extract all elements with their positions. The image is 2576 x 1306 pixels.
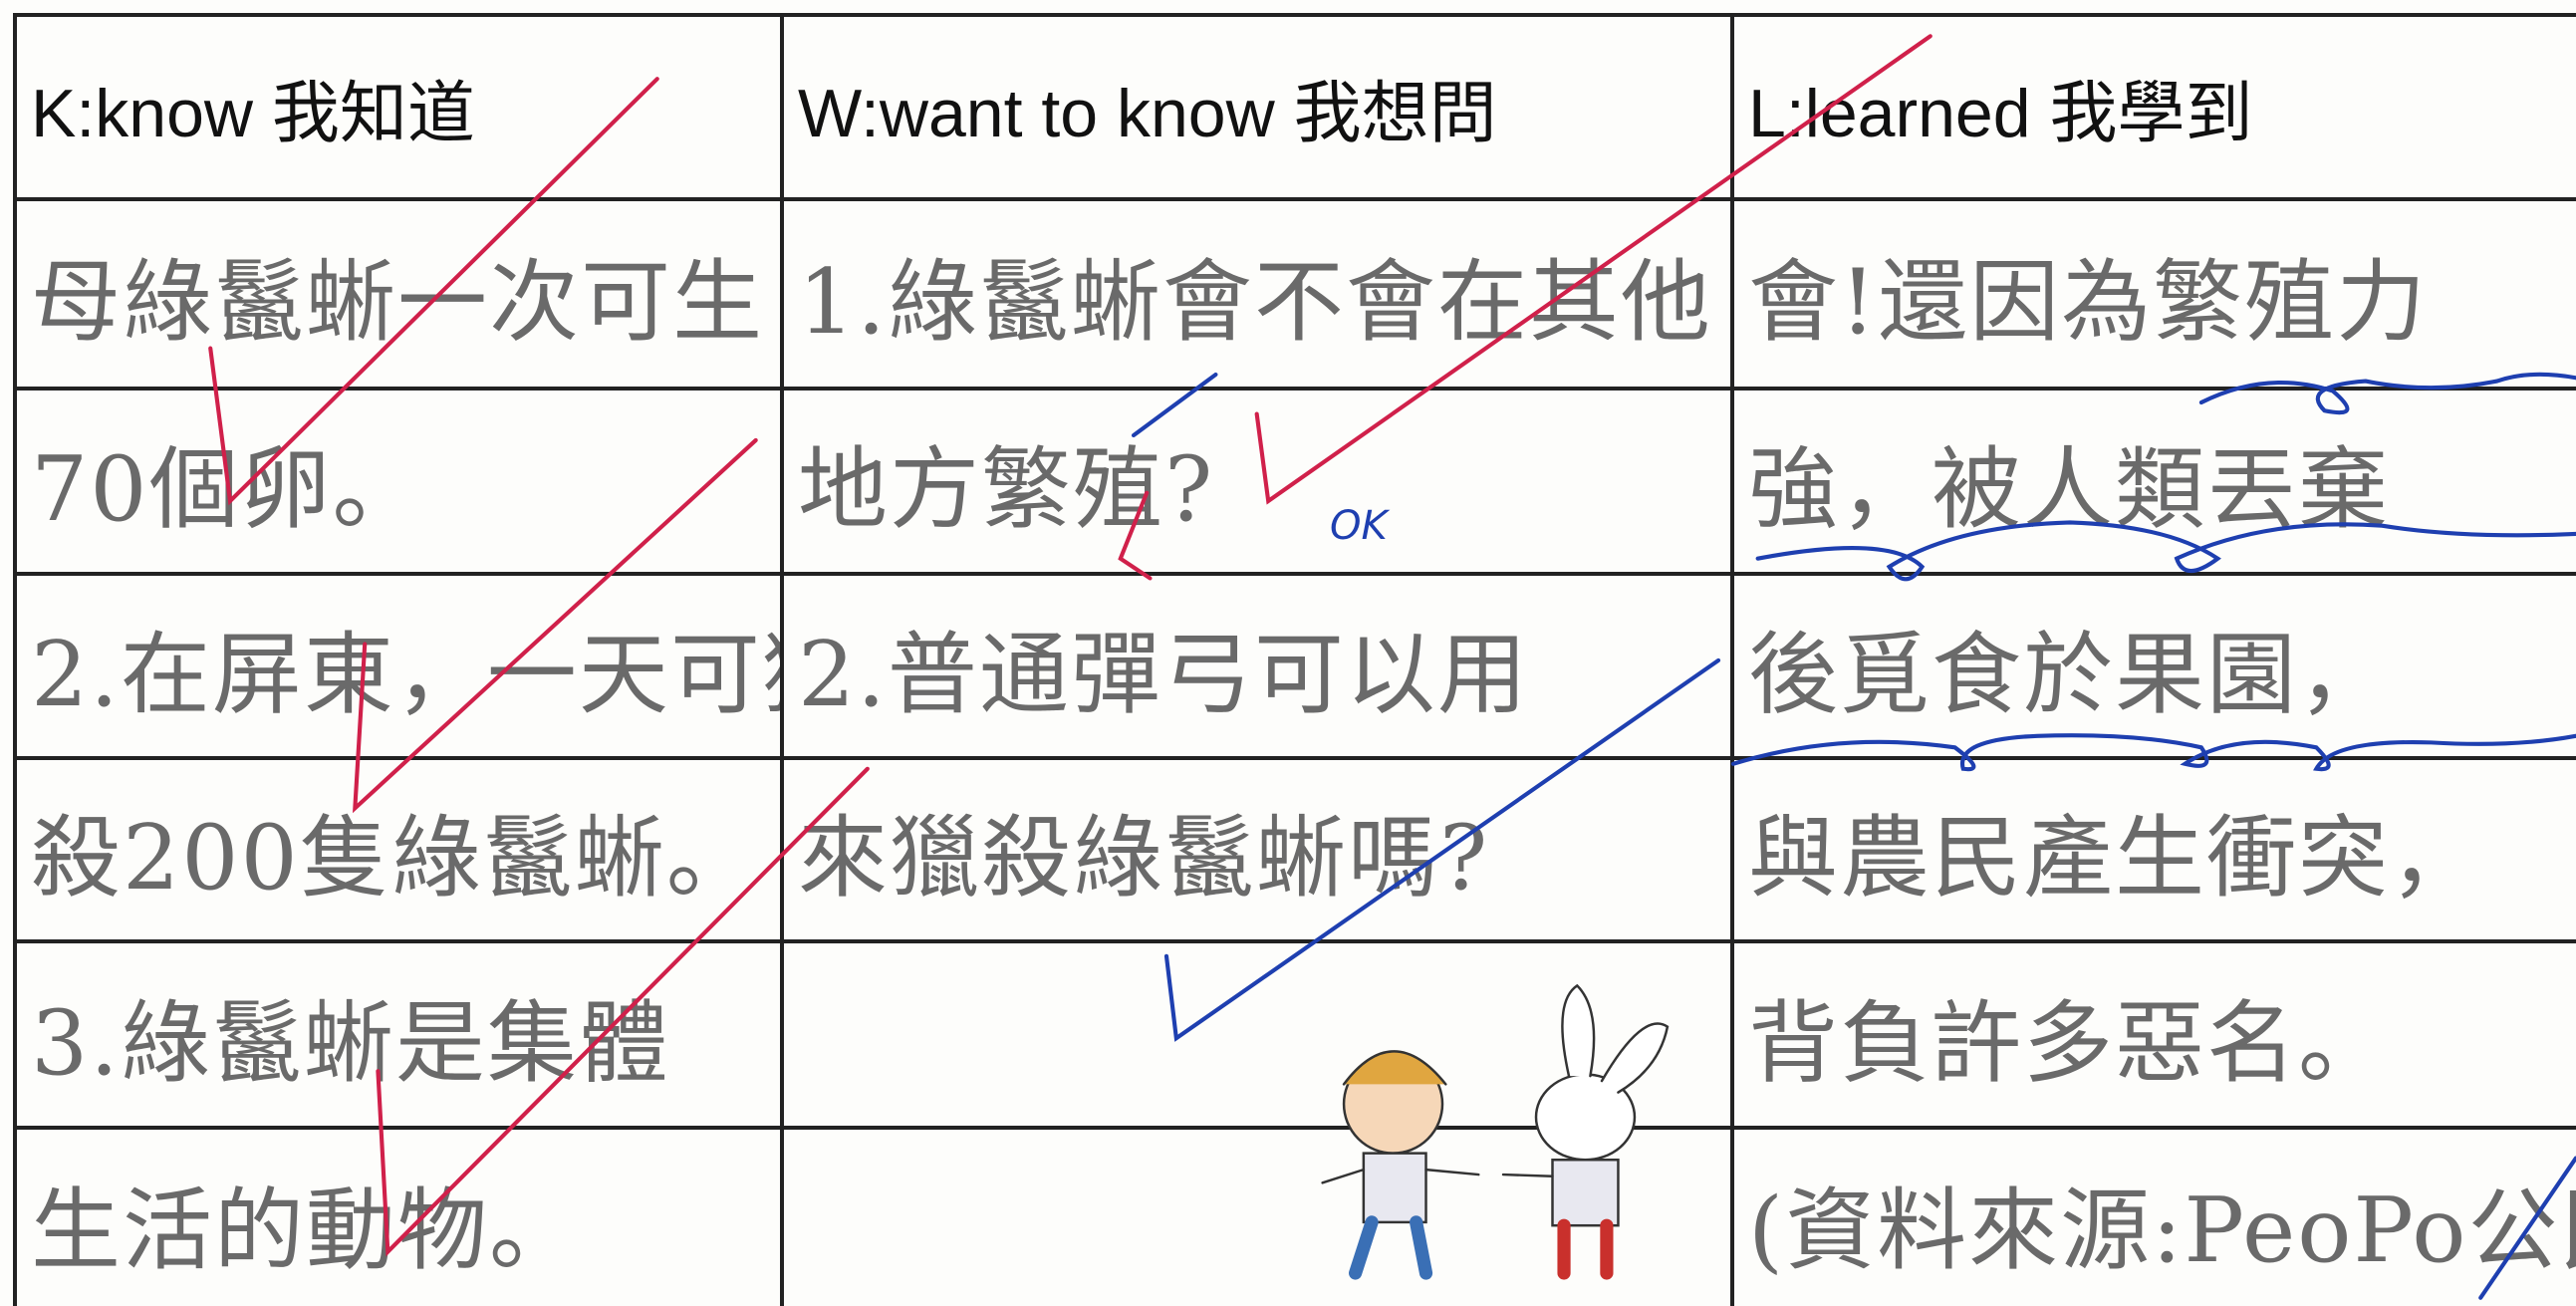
handwritten-line: (資料來源:PeoPo公民新 <box>1730 1126 2576 1306</box>
handwritten-line: 地方繁殖? <box>780 387 1734 576</box>
handwritten-line: 來獵殺綠鬣蜥嗎? <box>780 756 1734 943</box>
handwritten-line: 後覓食於果園， <box>1730 572 2576 760</box>
handwritten-line: 背負許多惡名。 <box>1730 939 2576 1130</box>
handwritten-line: 會!還因為繁殖力 <box>1730 197 2576 391</box>
annotation: OK <box>1330 503 1388 549</box>
handwritten-line: 與農民產生衝突， <box>1730 756 2576 943</box>
